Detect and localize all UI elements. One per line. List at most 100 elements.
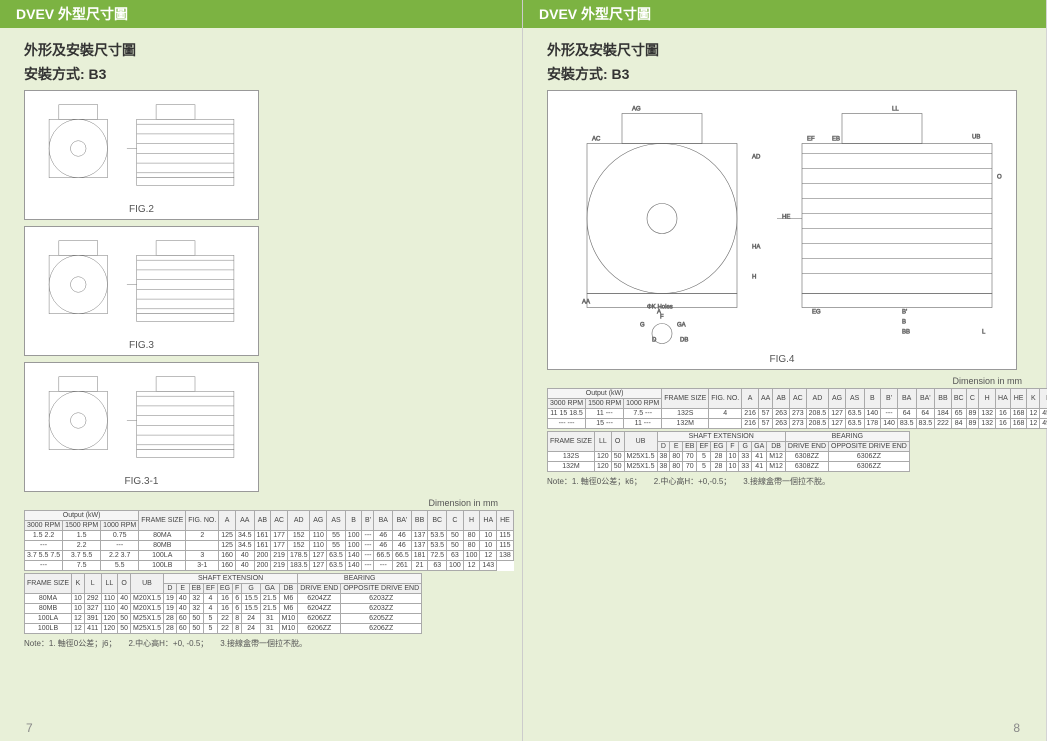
table-cell: 3-1	[186, 561, 219, 571]
table-header-cell: EB	[683, 442, 697, 452]
table-cell: 216	[742, 409, 759, 419]
table-cell: 28	[711, 462, 726, 472]
table-cell: 60	[176, 614, 189, 624]
table-cell: 120	[101, 614, 118, 624]
table-cell: 15.5	[242, 604, 261, 614]
table-cell: 15.5	[242, 594, 261, 604]
table-header-cell: LL	[595, 432, 612, 452]
table-cell: 178.5	[287, 551, 310, 561]
table-cell: 100	[447, 561, 464, 571]
table-cell: 83.5	[897, 419, 916, 429]
table-header-cell: AD	[287, 511, 310, 531]
table-cell: 63	[428, 561, 447, 571]
table-cell: 46	[393, 541, 412, 551]
table-header-cell: 1500 RPM	[586, 399, 624, 409]
table-cell: M25X1.5	[624, 452, 657, 462]
table-cell: 178	[864, 419, 881, 429]
table-row: 1.5 2.21.50.7580MA212534.516117715211055…	[25, 531, 514, 541]
table-header-cell: AC	[271, 511, 288, 531]
table-cell: 1.5	[63, 531, 101, 541]
table-header-cell: DRIVE END	[785, 442, 828, 452]
footnote-left: Note：1. 軸徑0公差；j6； 2.中心高H：+0, -0.5； 3.接線盒…	[24, 638, 498, 649]
table-cell: M25X1.5	[130, 614, 163, 624]
table-cell: 8	[233, 614, 242, 624]
table-cell: 391	[84, 614, 101, 624]
table-cell: 6204ZZ	[298, 594, 341, 604]
table-header-cell: C	[447, 511, 464, 531]
table-cell: 10	[726, 452, 739, 462]
table-cell: M20X1.5	[130, 604, 163, 614]
table-cell: 110	[101, 604, 118, 614]
table-cell: 72.5	[428, 551, 447, 561]
content-left: 外形及安裝尺寸圖 安裝方式: B3	[0, 28, 522, 721]
table-cell: 140	[345, 551, 362, 561]
table-cell: 64	[916, 409, 935, 419]
table-cell: 50	[611, 462, 624, 472]
table-cell: 292	[84, 594, 101, 604]
table-cell: 222	[935, 419, 952, 429]
table-row: 100LB1241112050M25X1.528605052282431M106…	[25, 624, 422, 634]
table-cell: 100	[345, 541, 362, 551]
table-cell: 10	[480, 531, 497, 541]
table-cell: 177	[271, 531, 288, 541]
table-header-cell: FRAME SIZE	[25, 574, 72, 594]
table-cell: 12	[72, 624, 85, 634]
svg-text:EG: EG	[812, 310, 821, 316]
table-cell: 2	[186, 531, 219, 541]
table-header-cell: D	[657, 442, 670, 452]
page-7: DVEV 外型尺寸圖 外形及安裝尺寸圖 安裝方式: B3	[0, 0, 523, 741]
table-cell: 10	[72, 604, 85, 614]
table-header-cell: BA'	[393, 511, 412, 531]
table-cell: 6	[233, 604, 242, 614]
table-cell: 6203ZZ	[341, 604, 422, 614]
diagram-fig3: FIG.3	[24, 226, 259, 356]
table-row: 3.7 5.5 7.53.7 5.52.2 3.7100LA3160402002…	[25, 551, 514, 561]
table-cell: 11 ---	[624, 419, 662, 429]
table-cell: 63.5	[845, 409, 864, 419]
dimension-note: Dimension in mm	[547, 376, 1022, 386]
table-cell: 3.7 5.5 7.5	[25, 551, 63, 561]
table-cell: 5	[697, 462, 711, 472]
table-header-cell: 1500 RPM	[63, 521, 101, 531]
table-cell: 1.5 2.2	[25, 531, 63, 541]
table-cell: 168	[1010, 419, 1027, 429]
table-left-2: FRAME SIZEKLLLOUBSHAFT EXTENSIONBEARINGD…	[24, 573, 422, 634]
table-cell: 3.7 5.5	[63, 551, 101, 561]
table-cell: 100LA	[139, 551, 186, 561]
table-cell: 120	[101, 624, 118, 634]
table-cell: 31	[260, 614, 279, 624]
table-cell: 200	[254, 561, 271, 571]
table-cell: M6	[279, 594, 298, 604]
table-cell: 50	[189, 614, 203, 624]
table-header-cell: AB	[254, 511, 271, 531]
table-header-cell: H	[463, 511, 480, 531]
table-header-cell: C	[966, 389, 979, 409]
table-header-cell: EB	[189, 584, 203, 594]
table-cell: 34.5	[235, 531, 254, 541]
svg-text:B': B'	[902, 310, 907, 316]
table-cell: 6306ZZ	[829, 462, 910, 472]
header-left: DVEV 外型尺寸圖	[0, 0, 522, 28]
table-cell: 327	[84, 604, 101, 614]
table-cell: ---	[362, 531, 374, 541]
table-cell: 177	[271, 541, 288, 551]
table-cell: 456	[1040, 409, 1047, 419]
table-header-cell: OPPOSITE DRIVE END	[829, 442, 910, 452]
table-cell: 138	[497, 551, 514, 561]
table-cell: 46	[393, 531, 412, 541]
fig-label: FIG.4	[769, 354, 794, 365]
footnote-right: Note：1. 軸徑0公差；k6； 2.中心高H：+0,-0.5； 3.接線盒帶…	[547, 476, 1022, 487]
table-cell: 125	[219, 541, 236, 551]
table-header-cell: Output (kW)	[548, 389, 662, 399]
table-cell: 100LB	[139, 561, 186, 571]
table-cell: 12	[72, 614, 85, 624]
svg-text:L: L	[982, 330, 986, 336]
table-cell: ---	[374, 561, 393, 571]
table-cell: 6206ZZ	[298, 614, 341, 624]
table-cell: ---	[362, 551, 374, 561]
table-header-cell: AA	[758, 389, 772, 409]
table-cell: 80	[670, 452, 683, 462]
table-cell: M12	[767, 452, 786, 462]
svg-text:GA: GA	[677, 323, 686, 329]
table-cell: 161	[254, 531, 271, 541]
